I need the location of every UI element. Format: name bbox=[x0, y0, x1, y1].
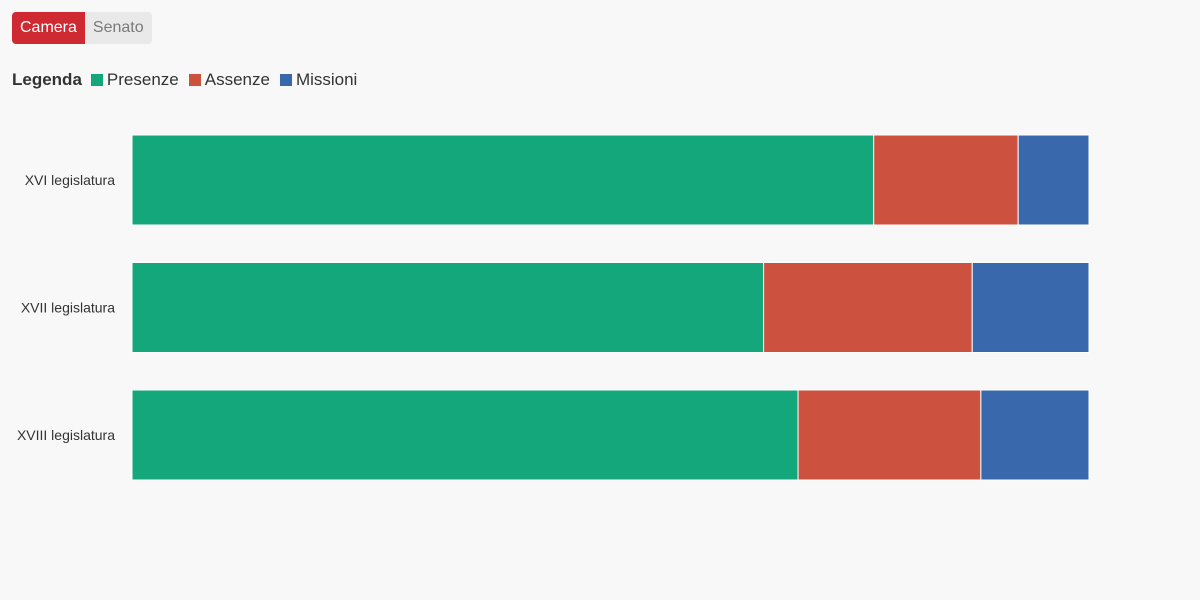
legend-swatch-assenze bbox=[188, 74, 201, 86]
legend-swatch-missioni bbox=[279, 74, 292, 86]
chamber-tabs: Camera Senato bbox=[12, 12, 152, 44]
legend-title: Legenda bbox=[12, 70, 82, 89]
bar-presenze-xvii-legislatura[interactable] bbox=[131, 262, 765, 353]
bar-missioni-xvii-legislatura[interactable] bbox=[971, 262, 1090, 353]
bar-assenze-xviii-legislatura[interactable] bbox=[797, 389, 982, 481]
bar-missioni-xviii-legislatura[interactable] bbox=[980, 389, 1090, 481]
bar-assenze-xvii-legislatura[interactable] bbox=[763, 262, 973, 353]
bar-assenze-xvi-legislatura[interactable] bbox=[873, 134, 1019, 226]
legend-item-missioni: Missioni bbox=[279, 70, 358, 90]
category-label-xvi-legislatura: XVI legislatura bbox=[25, 172, 115, 188]
legend-label-presenze: Presenze bbox=[106, 70, 179, 89]
category-label-xvii-legislatura: XVII legislatura bbox=[21, 300, 115, 316]
legend-item-assenze: Assenze bbox=[188, 70, 270, 90]
tab-senato[interactable]: Senato bbox=[84, 12, 152, 44]
legend-item-presenze: Presenze bbox=[90, 70, 179, 90]
bar-presenze-xvi-legislatura[interactable] bbox=[131, 134, 875, 226]
bar-missioni-xvi-legislatura[interactable] bbox=[1017, 134, 1090, 226]
legend: Legenda Presenze Assenze Missioni bbox=[12, 68, 367, 92]
bar-presenze-xviii-legislatura[interactable] bbox=[131, 389, 799, 481]
category-label-xviii-legislatura: XVIII legislatura bbox=[17, 427, 115, 443]
tab-camera[interactable]: Camera bbox=[12, 12, 85, 44]
legend-label-assenze: Assenze bbox=[204, 70, 270, 89]
legend-swatch-presenze bbox=[90, 74, 103, 86]
legend-label-missioni: Missioni bbox=[295, 70, 358, 89]
